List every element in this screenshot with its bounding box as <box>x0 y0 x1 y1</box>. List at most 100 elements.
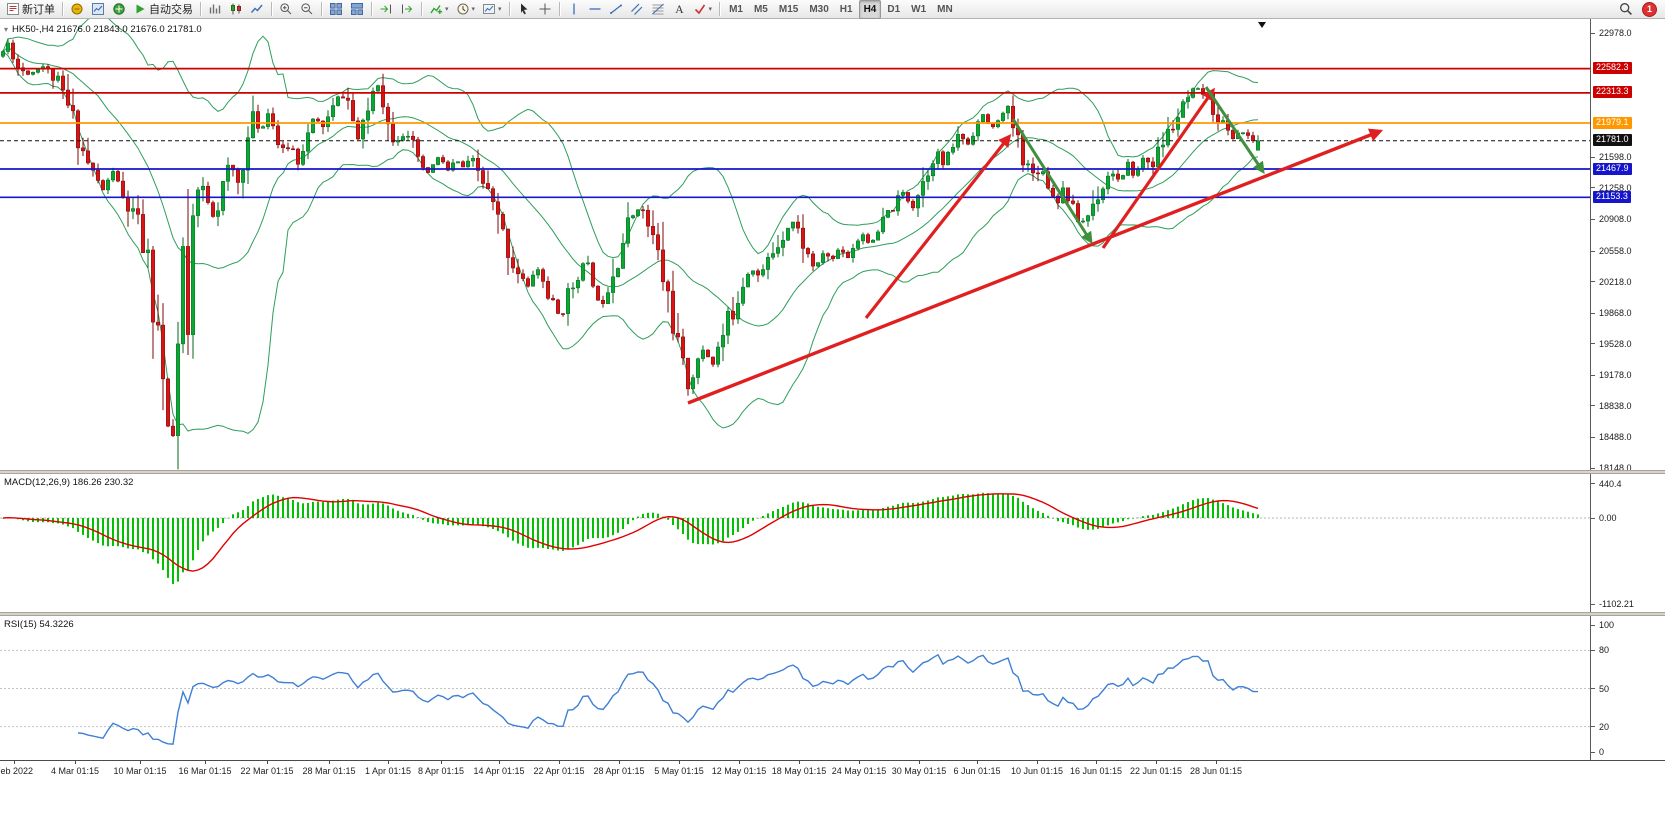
crosshair-icon <box>539 3 551 15</box>
axis-tick-mark <box>1591 726 1595 728</box>
line-chart-button[interactable] <box>247 0 267 19</box>
arrows-button[interactable]: ▾ <box>690 0 716 19</box>
search-button[interactable] <box>1616 0 1636 19</box>
periods-button[interactable]: ▾ <box>453 0 479 19</box>
fibonacci-button[interactable] <box>648 0 668 19</box>
tile-windows-icon <box>330 3 342 15</box>
trendline-button[interactable] <box>606 0 626 19</box>
zoom-in-button[interactable] <box>276 0 296 19</box>
time-tick-mark <box>859 761 860 764</box>
new-order-button[interactable]: 新订单 <box>3 0 58 19</box>
toolbar: 新订单 自动交易 ▾ ▾ ▾ A ▾ M1 M5 M15 M30 H1 H4 D1 W1 MN 1 <box>0 0 1665 19</box>
channel-icon <box>630 3 642 15</box>
vertical-line-icon <box>572 3 575 15</box>
timeframe-w1-button[interactable]: W1 <box>911 3 927 15</box>
timeframe-d1-button[interactable]: D1 <box>887 3 901 15</box>
cursor-button[interactable] <box>514 0 534 19</box>
crosshair-button[interactable] <box>535 0 555 19</box>
arrange-windows-button[interactable] <box>347 0 367 19</box>
indicators-button[interactable]: ▾ <box>426 0 452 19</box>
axis-tick-mark <box>1591 156 1595 158</box>
zoom-out-button[interactable] <box>297 0 317 19</box>
current-price-label: 21781.0 <box>1593 134 1632 147</box>
time-label: 22 Jun 01:15 <box>1129 766 1183 776</box>
toolbar-separator <box>508 2 510 16</box>
rsi-axis-label: 20 <box>1599 721 1610 732</box>
panel-divider[interactable] <box>0 612 1665 616</box>
navigator-icon <box>113 3 125 15</box>
toolbar-separator <box>271 2 272 16</box>
new-order-icon <box>7 3 19 15</box>
toolbar-separator <box>719 2 721 16</box>
rsi-indicator-label: RSI(15) 54.3226 <box>4 619 74 630</box>
templates-button[interactable]: ▾ <box>479 0 505 19</box>
level-price-label: 22313.3 <box>1593 86 1632 99</box>
toolbar-separator <box>421 2 422 16</box>
main-price-chart[interactable] <box>0 19 1590 470</box>
panel-divider[interactable] <box>0 470 1665 474</box>
horizontal-level-lines[interactable] <box>0 67 1590 199</box>
time-label: 24 May 01:15 <box>831 766 887 776</box>
indicator-list-button[interactable] <box>67 0 87 19</box>
toolbar-separator <box>200 2 201 16</box>
auto-scroll-button[interactable] <box>376 0 396 19</box>
time-tick-mark <box>205 761 206 764</box>
tile-windows-button[interactable] <box>326 0 346 19</box>
indicator-list-icon <box>71 3 83 15</box>
rsi-axis-label: 0 <box>1599 747 1605 757</box>
timeframe-m5-button[interactable]: M5 <box>753 3 768 15</box>
auto-trading-button[interactable]: 自动交易 <box>130 0 196 19</box>
auto-scroll-icon <box>380 4 391 14</box>
toolbar-separator <box>558 2 560 16</box>
time-tick-mark <box>441 761 442 764</box>
price-axis[interactable]: 22978.0 21598.0 21258.0 20908.0 20558.0 20218… <box>1590 19 1665 473</box>
bar-chart-button[interactable] <box>205 0 225 19</box>
navigator-button[interactable] <box>109 0 129 19</box>
macd-panel[interactable] <box>0 474 1590 612</box>
axis-tick-mark <box>1591 483 1595 485</box>
candlesticks <box>1 38 1260 470</box>
axis-tick-mark <box>1591 218 1595 220</box>
chart-shift-button[interactable] <box>397 0 417 19</box>
time-tick-mark <box>75 761 76 764</box>
timeframe-h1-button[interactable]: H1 <box>839 3 853 15</box>
fibonacci-icon <box>651 3 664 15</box>
market-watch-button[interactable] <box>88 0 108 19</box>
notification-badge[interactable]: 1 <box>1642 1 1657 17</box>
rsi-panel[interactable] <box>0 616 1590 760</box>
auto-trading-icon <box>136 4 145 14</box>
new-order-button-label: 新订单 <box>22 4 55 16</box>
arrange-windows-icon <box>351 3 363 15</box>
scroll-to-end-marker[interactable] <box>1258 22 1266 28</box>
time-label: 1 Apr 01:15 <box>364 766 412 776</box>
time-tick-mark <box>388 761 389 764</box>
axis-tick-mark <box>1591 517 1595 519</box>
axis-tick-mark <box>1591 649 1595 651</box>
time-tick-mark <box>559 761 560 764</box>
timeframe-mn-button[interactable]: MN <box>937 3 953 15</box>
channel-button[interactable] <box>627 0 647 19</box>
trend-arrows[interactable] <box>687 86 1384 405</box>
chart-symbol-header: ▾ HK50-,H4 21676.0 21843.0 21676.0 21781… <box>4 24 202 35</box>
timeframe-m30-button[interactable]: M30 <box>809 3 829 15</box>
text-button[interactable]: A <box>669 0 689 19</box>
macd-indicator-label: MACD(12,26,9) 186.26 230.32 <box>4 477 134 488</box>
trendline-icon <box>609 4 622 15</box>
horizontal-line-button[interactable] <box>585 0 605 19</box>
price-tick-label: 20558.0 <box>1599 246 1632 256</box>
vertical-line-button[interactable] <box>564 0 584 19</box>
time-axis[interactable]: Feb 2022 4 Mar 01:15 10 Mar 01:15 16 Mar 01… <box>0 760 1665 780</box>
timeframe-m1-button[interactable]: M1 <box>729 3 743 15</box>
price-tick-label: 18838.0 <box>1599 400 1632 411</box>
time-tick-mark <box>267 761 268 764</box>
axis-tick-mark <box>1591 32 1595 34</box>
time-label: 5 May 01:15 <box>654 766 704 776</box>
level-price-label: 21467.9 <box>1593 162 1632 175</box>
timeframe-m15-button[interactable]: M15 <box>778 3 799 15</box>
timeframe-h4-button[interactable]: H4 <box>858 0 882 19</box>
axis-tick-mark <box>1591 603 1595 605</box>
candlestick-chart-button[interactable] <box>226 0 246 19</box>
time-label: 12 May 01:15 <box>711 766 767 776</box>
arrows-icon <box>694 4 705 15</box>
time-label: Feb 2022 <box>0 766 34 776</box>
